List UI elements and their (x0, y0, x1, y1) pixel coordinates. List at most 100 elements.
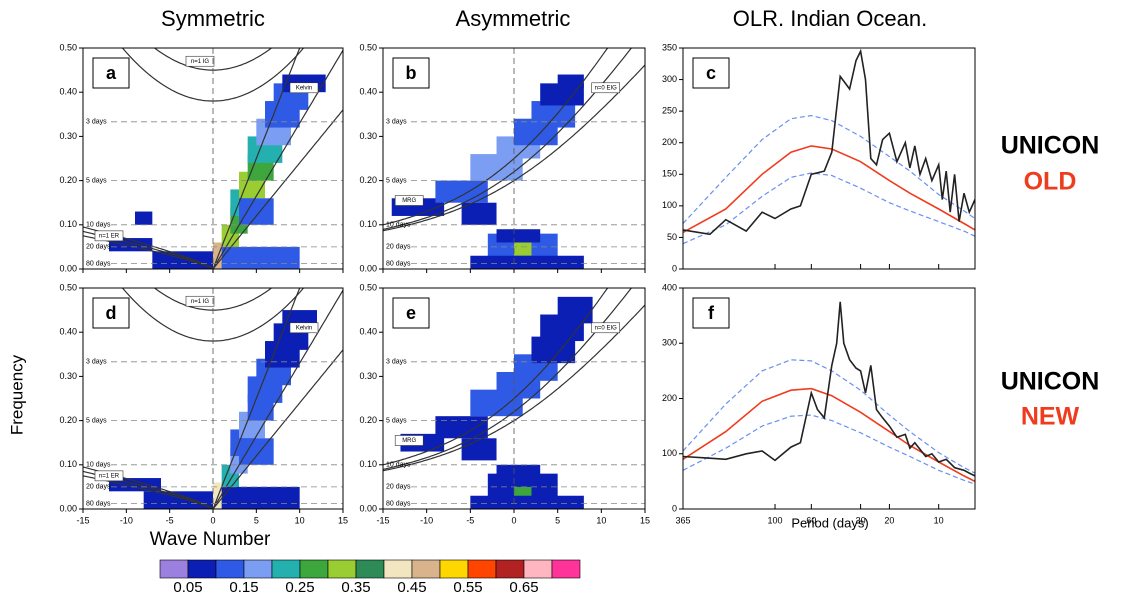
heat-cell (496, 464, 541, 483)
x-tick-label: 15 (338, 515, 348, 525)
heat-cell (470, 495, 584, 509)
y-axis-label: Frequency (7, 354, 26, 435)
heat-cell (540, 83, 584, 106)
y-tick-label: 0.20 (359, 175, 377, 185)
column-title: Asymmetric (456, 6, 571, 31)
colorbar-label: 0.45 (397, 579, 426, 596)
y-tick-label: 200 (662, 393, 677, 403)
x-tick-label: 0 (511, 515, 516, 525)
curve-label-box (185, 295, 215, 307)
y-tick-label: 100 (662, 448, 677, 458)
panel-letter: b (406, 63, 417, 83)
colorbar-swatch (495, 559, 525, 579)
period-label: 10 days (86, 222, 111, 229)
curve-label: MRG (402, 198, 416, 204)
heat-cell (239, 438, 274, 465)
curve-label: Kelvin (296, 85, 312, 91)
row-model: UNICON (1001, 368, 1100, 396)
dispersion-curve (212, 349, 343, 509)
row-version: OLD (1024, 168, 1077, 196)
y-tick-label: 350 (662, 42, 677, 52)
period-label: 10 days (386, 462, 411, 469)
curve-label: n=0 EIG (595, 325, 618, 331)
y-tick-label: 0 (672, 503, 677, 513)
series-line (683, 359, 975, 474)
x-tick-label: -15 (376, 515, 389, 525)
colorbar-swatch (439, 559, 469, 579)
x-axis-label: Period (days) (791, 515, 868, 530)
panel-letter: a (106, 63, 117, 83)
curve-label: MRG (402, 438, 416, 444)
heat-cell (514, 242, 532, 256)
x-tick-label: -5 (466, 515, 474, 525)
panel-letter-box (392, 57, 430, 89)
colorbar-swatch (299, 559, 329, 579)
column-title: Symmetric (161, 6, 265, 31)
y-tick-label: 250 (662, 106, 677, 116)
y-tick-label: 0.00 (359, 263, 377, 273)
heat-cell (221, 246, 300, 269)
colorbar-swatch (467, 559, 497, 579)
period-label: 10 days (86, 462, 111, 469)
row-model: UNICON (1001, 132, 1100, 160)
colorbar-swatch (215, 559, 245, 579)
colorbar-swatch (383, 559, 413, 579)
curve-label-box (394, 435, 424, 446)
curve-label: n=0 EIG (595, 85, 618, 91)
curve-label-box (94, 230, 124, 242)
series-line (683, 387, 975, 483)
curve-label-box (394, 195, 424, 206)
heat-cell (135, 211, 153, 225)
period-label: 5 days (386, 177, 407, 184)
colorbar-label: 0.35 (341, 579, 370, 596)
x-tick-label: 0 (210, 515, 215, 525)
y-tick-label: 0.50 (359, 282, 377, 292)
series-line (683, 114, 975, 224)
period-label: 20 days (386, 484, 411, 491)
heat-cell (557, 74, 584, 88)
period-label: 80 days (386, 260, 411, 267)
x-tick-label: -10 (120, 515, 133, 525)
dispersion-curve (212, 49, 343, 269)
colorbar-swatch (551, 559, 581, 579)
curve-label-box (289, 322, 319, 334)
heat-cell (470, 255, 584, 269)
colorbar-swatch (159, 559, 189, 579)
colorbar-label: 0.65 (509, 579, 538, 596)
panel-letter-box (92, 297, 130, 329)
y-tick-label: 0.10 (359, 219, 377, 229)
panel-letter: d (106, 303, 117, 323)
plot-frame (82, 47, 344, 270)
colorbar-swatch (243, 559, 273, 579)
y-tick-label: 0.00 (359, 503, 377, 513)
colorbar-swatch (271, 559, 301, 579)
colorbar-swatch (411, 559, 441, 579)
heat-cell (557, 296, 593, 324)
period-label: 5 days (86, 417, 107, 424)
plot-area (83, 288, 343, 509)
period-label: 5 days (386, 417, 407, 424)
curve-label-box (591, 82, 621, 94)
panel-letter: c (706, 63, 716, 83)
colorbar-swatch (523, 559, 553, 579)
plot-area (683, 301, 975, 485)
period-label: 3 days (386, 359, 407, 366)
heat-cell (435, 416, 488, 439)
x-tick-label: -5 (166, 515, 174, 525)
period-label: 20 days (86, 484, 111, 491)
curve-label: n=1 ER (99, 473, 120, 479)
x-tick-label: 10 (596, 515, 606, 525)
x-tick-label: -15 (76, 515, 89, 525)
y-tick-label: 0.00 (59, 503, 77, 513)
colorbar-label: 0.05 (173, 579, 202, 596)
colorbar-label: 0.55 (453, 579, 482, 596)
panel-letter: f (708, 303, 715, 323)
y-tick-label: 0.10 (59, 459, 77, 469)
series-line (683, 145, 975, 234)
curve-label-box (185, 55, 215, 67)
dispersion-curve (212, 109, 343, 269)
y-tick-label: 300 (662, 74, 677, 84)
plot-frame (382, 287, 646, 510)
x-tick-label: 30 (856, 515, 866, 525)
